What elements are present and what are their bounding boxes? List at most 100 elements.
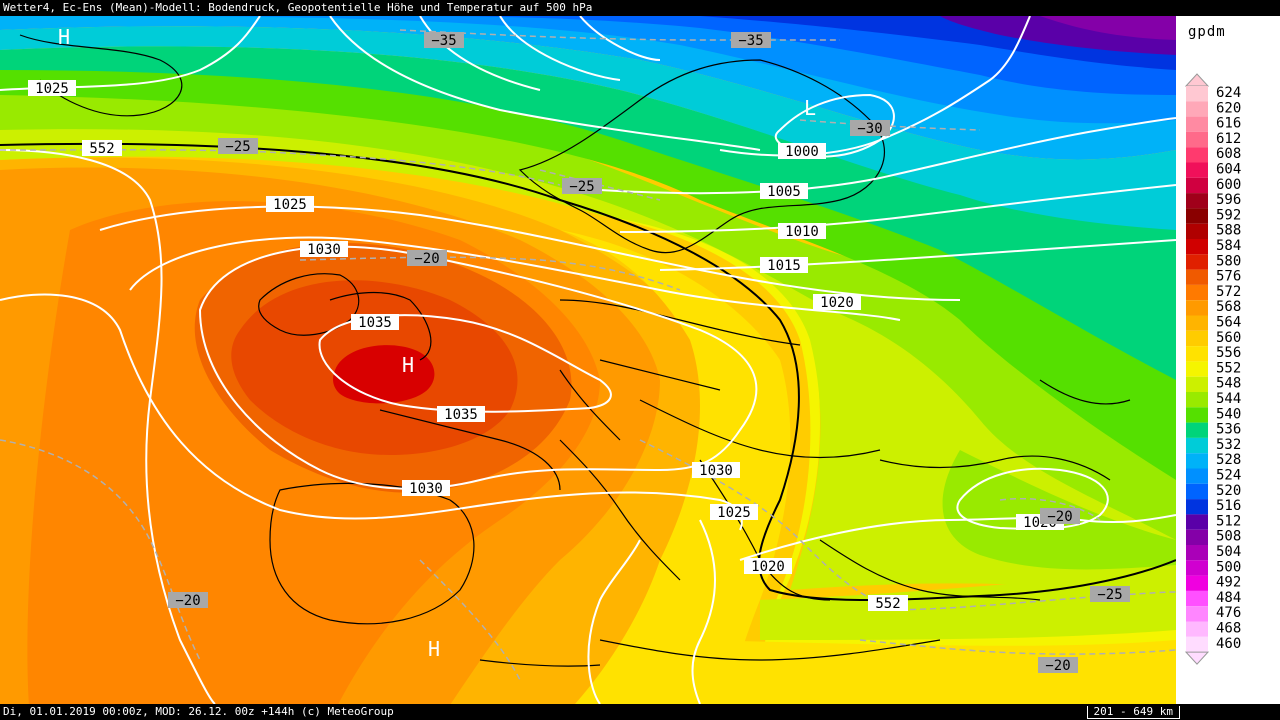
temperature-labels: −35 −35 −30 −25 −25 −20 −20 −20 −25 −20 — [168, 32, 1130, 674]
legend-top-arrow — [1184, 73, 1210, 87]
legend-label: 560 — [1216, 330, 1241, 346]
legend-label: 604 — [1216, 162, 1241, 178]
svg-text:1025: 1025 — [273, 197, 307, 213]
legend-label: 516 — [1216, 498, 1241, 514]
legend-swatch — [1186, 254, 1208, 270]
svg-text:−30: −30 — [857, 121, 882, 137]
legend-swatch — [1186, 131, 1208, 148]
isobars — [0, 16, 1176, 704]
svg-text:−25: −25 — [569, 179, 594, 195]
legend-label: 520 — [1216, 483, 1241, 499]
isobar-label: 1020 — [813, 294, 861, 311]
legend-label: 512 — [1216, 513, 1241, 529]
legend-swatch — [1186, 147, 1208, 163]
legend-swatch — [1186, 223, 1208, 239]
legend-swatch — [1186, 499, 1208, 515]
temperature-label: −20 — [1038, 657, 1078, 674]
legend-bottom-arrow — [1184, 651, 1210, 665]
legend-swatch — [1186, 545, 1208, 561]
legend-swatch — [1186, 193, 1208, 209]
legend-swatch — [1186, 177, 1208, 194]
legend-label: 484 — [1216, 590, 1241, 606]
legend-swatch — [1186, 529, 1208, 545]
svg-text:−20: −20 — [1047, 509, 1072, 525]
legend-label: 544 — [1216, 391, 1241, 407]
svg-text:1035: 1035 — [358, 315, 392, 331]
weather-map: 1025 1025 1030 1035 1035 1030 1030 1025 … — [0, 16, 1176, 704]
legend-label: 476 — [1216, 605, 1241, 621]
low-pressure-marker: L — [804, 96, 816, 120]
svg-text:−25: −25 — [1097, 587, 1122, 603]
svg-text:−35: −35 — [431, 33, 456, 49]
isobar-label: 1020 — [744, 558, 792, 575]
legend-label: 536 — [1216, 422, 1241, 438]
svg-text:1025: 1025 — [35, 81, 69, 97]
temperature-label: −35 — [424, 32, 464, 49]
legend-label: 468 — [1216, 621, 1241, 637]
legend-label: 572 — [1216, 284, 1241, 300]
legend-swatch — [1186, 437, 1208, 454]
legend-scale: 6246206166126086046005965925885845805765… — [1184, 73, 1241, 665]
band-556-south — [700, 640, 1176, 704]
legend-label: 592 — [1216, 207, 1241, 223]
isobar-label: 1010 — [778, 223, 826, 240]
legend-label: 584 — [1216, 238, 1241, 254]
legend-swatch — [1186, 407, 1208, 423]
isobar-label: 1000 — [778, 143, 826, 160]
isobar-label: 1025 — [28, 80, 76, 97]
temperature-label: −35 — [731, 32, 771, 49]
legend-swatch — [1186, 453, 1208, 469]
svg-text:−20: −20 — [1045, 658, 1070, 674]
svg-text:1015: 1015 — [767, 258, 801, 274]
isobar-label: 1025 — [710, 504, 758, 521]
isobar-label: 1025 — [266, 196, 314, 213]
legend-label: 596 — [1216, 192, 1241, 208]
geopotential-labels: 552 552 — [82, 140, 908, 612]
geopotential-552-line — [0, 142, 1176, 601]
svg-text:552: 552 — [89, 141, 114, 157]
legend-label: 532 — [1216, 437, 1241, 453]
legend-label: 508 — [1216, 529, 1241, 545]
legend-label: 504 — [1216, 544, 1241, 560]
isobar-label: 1030 — [402, 480, 450, 497]
legend-swatch — [1186, 392, 1208, 408]
band-540 — [0, 66, 1176, 480]
legend-label: 548 — [1216, 376, 1241, 392]
legend-swatch — [1186, 315, 1208, 331]
legend-label: 460 — [1216, 636, 1241, 652]
svg-text:−20: −20 — [414, 251, 439, 267]
svg-text:−20: −20 — [175, 593, 200, 609]
svg-text:1020: 1020 — [820, 295, 854, 311]
legend-label: 624 — [1216, 85, 1241, 101]
svg-text:1025: 1025 — [717, 505, 751, 521]
legend-swatch — [1186, 101, 1208, 117]
temperature-label: −25 — [1090, 586, 1130, 603]
high-pressure-marker: H — [402, 353, 414, 377]
isobar-label: 1030 — [300, 241, 348, 258]
legend-swatch — [1186, 376, 1208, 392]
legend-label: 528 — [1216, 452, 1241, 468]
legend-label: 492 — [1216, 575, 1241, 591]
pressure-centers: H H L H — [58, 25, 816, 661]
legend-swatch — [1186, 514, 1208, 530]
band-532 — [0, 26, 1176, 230]
legend-label: 568 — [1216, 299, 1241, 315]
legend-swatch — [1186, 468, 1208, 484]
legend-label: 500 — [1216, 559, 1241, 575]
run-info: Di, 01.01.2019 00:00z, MOD: 26.12. 00z +… — [0, 704, 1280, 720]
high-pressure-marker: H — [428, 637, 440, 661]
legend-swatch — [1186, 162, 1208, 178]
map-title: Wetter4, Ec-Ens (Mean)-Modell: Bodendruc… — [0, 0, 1280, 16]
legend-swatch — [1186, 269, 1208, 285]
band-508 — [1040, 16, 1176, 40]
temperature-label: −25 — [562, 178, 602, 195]
svg-text:1010: 1010 — [785, 224, 819, 240]
legend-label: 556 — [1216, 345, 1241, 361]
map-scale: 201 - 649 km — [1086, 704, 1180, 720]
legend-label: 612 — [1216, 131, 1241, 147]
geopotential-label: 552 — [82, 140, 122, 157]
legend-swatch — [1186, 300, 1208, 316]
color-legend: gpdm 624 620 616 612 608 604 600 596 592 588 584 58… — [1176, 16, 1280, 704]
legend-swatch — [1186, 208, 1208, 224]
legend-swatch — [1186, 621, 1208, 637]
